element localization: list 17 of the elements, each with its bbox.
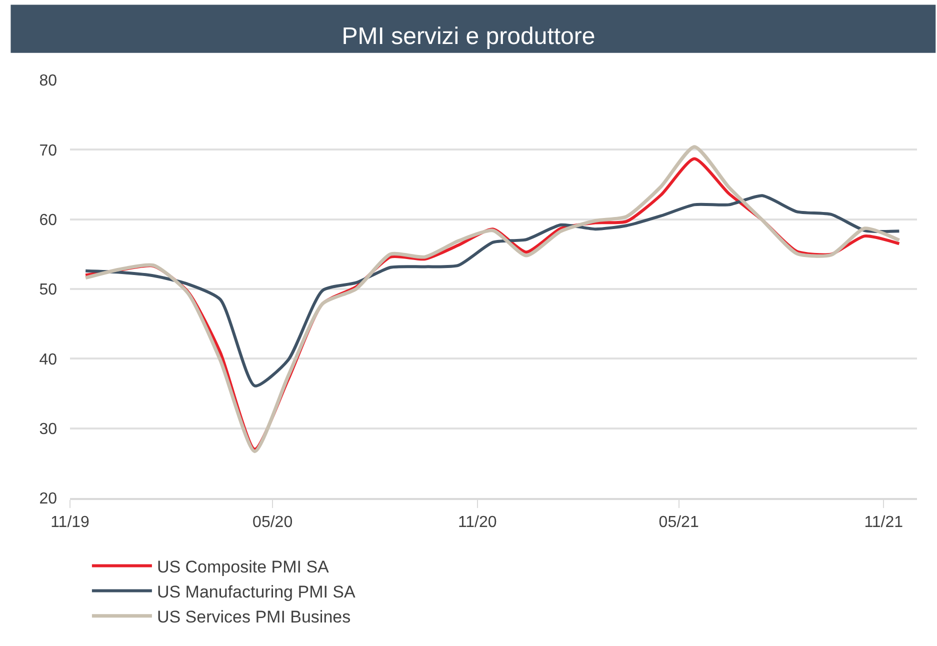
- x-tick-label: 11/20: [458, 514, 497, 532]
- y-tick-label: 50: [39, 282, 58, 299]
- y-tick-label: 30: [39, 420, 58, 438]
- y-tick-label: 70: [39, 142, 58, 160]
- y-tick-label: 80: [39, 72, 58, 90]
- y-tick-label: 40: [39, 351, 58, 368]
- x-tick-label: 11/19: [50, 514, 90, 532]
- x-tick-label: 05/20: [252, 514, 293, 532]
- legend-label: US Manufacturing PMI SA: [156, 582, 356, 602]
- line-series: [84, 194, 901, 388]
- y-tick-label: 20: [39, 490, 58, 508]
- y-tick-label: 60: [39, 212, 58, 229]
- x-tick-label: 05/21: [658, 514, 699, 532]
- legend-label: US Composite PMI SA: [156, 557, 330, 576]
- x-tick-label: 11/21: [864, 514, 904, 532]
- chart-title: PMI servizi e produttore: [342, 22, 596, 50]
- legend-label: US Services PMI Busines: [156, 608, 351, 627]
